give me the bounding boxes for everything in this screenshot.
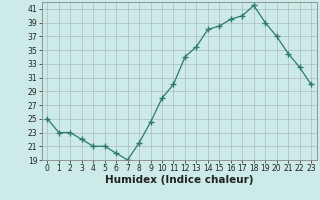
X-axis label: Humidex (Indice chaleur): Humidex (Indice chaleur) — [105, 175, 253, 185]
